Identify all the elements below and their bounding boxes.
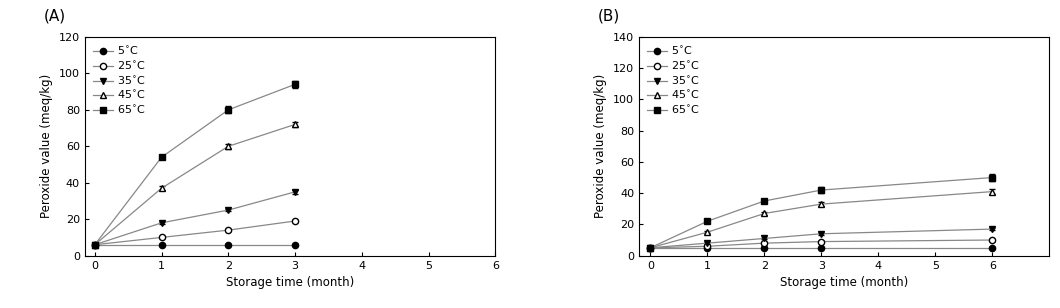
Text: (B): (B) — [598, 9, 620, 23]
Y-axis label: Peroxide value (meq/kg): Peroxide value (meq/kg) — [595, 74, 607, 218]
X-axis label: Storage time (month): Storage time (month) — [780, 276, 908, 289]
Legend: 5$\mathregular{^{\circ}C}$, 25$\mathregular{^{\circ}C}$, 35$\mathregular{^{\circ: 5$\mathregular{^{\circ}C}$, 25$\mathregu… — [90, 43, 147, 119]
X-axis label: Storage time (month): Storage time (month) — [226, 276, 354, 289]
Y-axis label: Peroxide value (meq/kg): Peroxide value (meq/kg) — [40, 74, 53, 218]
Text: (A): (A) — [43, 9, 66, 23]
Legend: 5$\mathregular{^{\circ}C}$, 25$\mathregular{^{\circ}C}$, 35$\mathregular{^{\circ: 5$\mathregular{^{\circ}C}$, 25$\mathregu… — [644, 43, 702, 119]
